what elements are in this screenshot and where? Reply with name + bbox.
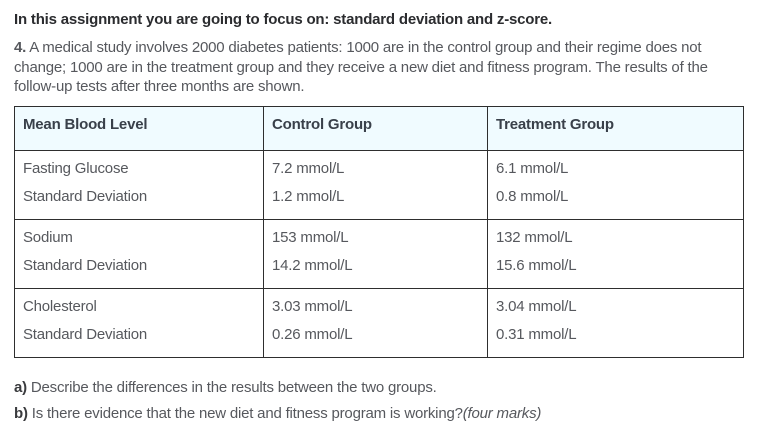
table-header-row: Mean Blood Level Control Group Treatment… xyxy=(14,105,744,151)
measure-cell: Fasting Glucose Standard Deviation xyxy=(14,149,264,220)
header-treatment-group: Treatment Group xyxy=(487,105,744,151)
header-mean-blood-level: Mean Blood Level xyxy=(14,105,264,151)
control-sd-value: 1.2 mmol/L xyxy=(272,187,345,205)
control-cell: 3.03 mmol/L 0.26 mmol/L xyxy=(263,287,488,358)
control-mean-value: 153 mmol/L xyxy=(272,228,349,246)
part-a: a) Describe the differences in the resul… xyxy=(14,378,747,397)
part-b: b) Is there evidence that the new diet a… xyxy=(14,404,747,423)
treatment-sd-value: 0.8 mmol/L xyxy=(496,187,569,205)
part-b-text: Is there evidence that the new diet and … xyxy=(27,404,463,422)
treatment-mean-value: 6.1 mmol/L xyxy=(496,159,569,177)
control-cell: 7.2 mmol/L 1.2 mmol/L xyxy=(263,149,488,220)
measure-label: Sodium xyxy=(23,228,73,246)
treatment-sd-value: 0.31 mmol/L xyxy=(496,325,577,343)
control-cell: 153 mmol/L 14.2 mmol/L xyxy=(263,218,488,289)
control-sd-value: 0.26 mmol/L xyxy=(272,325,353,343)
control-sd-value: 14.2 mmol/L xyxy=(272,256,353,274)
treatment-cell: 132 mmol/L 15.6 mmol/L xyxy=(487,218,744,289)
table-row-sodium: Sodium Standard Deviation 153 mmol/L 14.… xyxy=(14,218,744,289)
question-text: A medical study involves 2000 diabetes p… xyxy=(14,39,708,95)
control-mean-value: 3.03 mmol/L xyxy=(272,297,353,315)
assignment-focus-heading: In this assignment you are going to focu… xyxy=(14,11,553,28)
measure-label: Fasting Glucose xyxy=(23,159,129,177)
measure-label: Cholesterol xyxy=(23,297,97,315)
part-b-marks: (four marks) xyxy=(462,404,542,422)
treatment-cell: 6.1 mmol/L 0.8 mmol/L xyxy=(487,149,744,220)
table-row-cholesterol: Cholesterol Standard Deviation 3.03 mmol… xyxy=(14,287,744,358)
question-4: 4. A medical study involves 2000 diabete… xyxy=(14,38,747,97)
control-mean-value: 7.2 mmol/L xyxy=(272,159,345,177)
treatment-mean-value: 3.04 mmol/L xyxy=(496,297,577,315)
treatment-cell: 3.04 mmol/L 0.31 mmol/L xyxy=(487,287,744,358)
results-table: Mean Blood Level Control Group Treatment… xyxy=(14,105,744,358)
measure-cell: Cholesterol Standard Deviation xyxy=(14,287,264,358)
table-row-fasting-glucose: Fasting Glucose Standard Deviation 7.2 m… xyxy=(14,149,744,220)
part-a-label: a) xyxy=(14,378,27,396)
header-control-group: Control Group xyxy=(263,105,488,151)
sd-label: Standard Deviation xyxy=(23,187,147,205)
sd-label: Standard Deviation xyxy=(23,325,147,343)
treatment-sd-value: 15.6 mmol/L xyxy=(496,256,577,274)
part-a-text: Describe the differences in the results … xyxy=(26,378,437,396)
sd-label: Standard Deviation xyxy=(23,256,147,274)
treatment-mean-value: 132 mmol/L xyxy=(496,228,573,246)
measure-cell: Sodium Standard Deviation xyxy=(14,218,264,289)
part-b-label: b) xyxy=(14,404,28,422)
question-number: 4. xyxy=(14,39,27,56)
